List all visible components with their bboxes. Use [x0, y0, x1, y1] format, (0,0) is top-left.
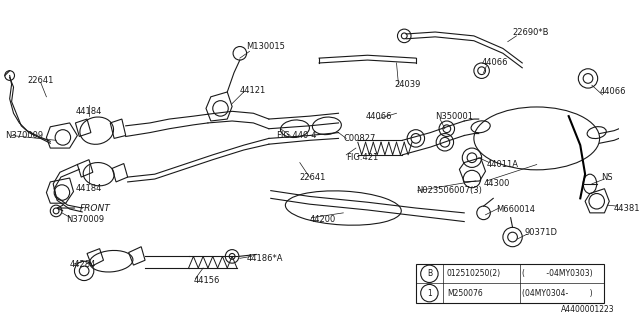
Text: 44381: 44381	[614, 204, 640, 212]
Text: M660014: M660014	[496, 205, 535, 214]
Text: 44121: 44121	[240, 85, 266, 94]
Text: N370009: N370009	[66, 215, 104, 224]
Text: N023506007(3): N023506007(3)	[416, 186, 482, 195]
Text: 44156: 44156	[193, 276, 220, 285]
Text: N370009: N370009	[5, 131, 43, 140]
Text: M250076: M250076	[447, 289, 483, 298]
Text: 22641: 22641	[27, 76, 54, 85]
Text: C00827: C00827	[343, 134, 376, 143]
Text: 1: 1	[427, 289, 432, 298]
Text: 44184: 44184	[76, 107, 102, 116]
Text: 22641: 22641	[300, 172, 326, 181]
Text: 24039: 24039	[395, 80, 421, 89]
Text: 44200: 44200	[310, 215, 336, 224]
Text: FIG.421: FIG.421	[346, 153, 378, 162]
Text: (         -04MY0303): ( -04MY0303)	[522, 269, 593, 278]
Text: N350001: N350001	[435, 112, 473, 121]
Text: 44066: 44066	[600, 87, 626, 96]
Text: 44284: 44284	[70, 260, 96, 268]
Text: 44184: 44184	[76, 184, 102, 193]
Text: 44186*A: 44186*A	[246, 254, 283, 263]
Text: B: B	[427, 269, 432, 278]
Text: FRONT: FRONT	[79, 204, 110, 212]
Text: 22690*B: 22690*B	[513, 28, 549, 36]
Text: (04MY0304-         ): (04MY0304- )	[522, 289, 593, 298]
Text: 44011A: 44011A	[486, 160, 518, 169]
Text: FIG.440-4: FIG.440-4	[276, 131, 317, 140]
Text: 44066: 44066	[365, 112, 392, 121]
Bar	[416, 264, 604, 303]
Text: 44300: 44300	[484, 179, 510, 188]
Text: 90371D: 90371D	[524, 228, 557, 237]
Text: A4400001223: A4400001223	[561, 305, 614, 314]
Text: 44066: 44066	[482, 59, 508, 68]
Text: M130015: M130015	[246, 42, 285, 51]
Text: 012510250(2): 012510250(2)	[447, 269, 501, 278]
Text: NS: NS	[602, 172, 613, 181]
